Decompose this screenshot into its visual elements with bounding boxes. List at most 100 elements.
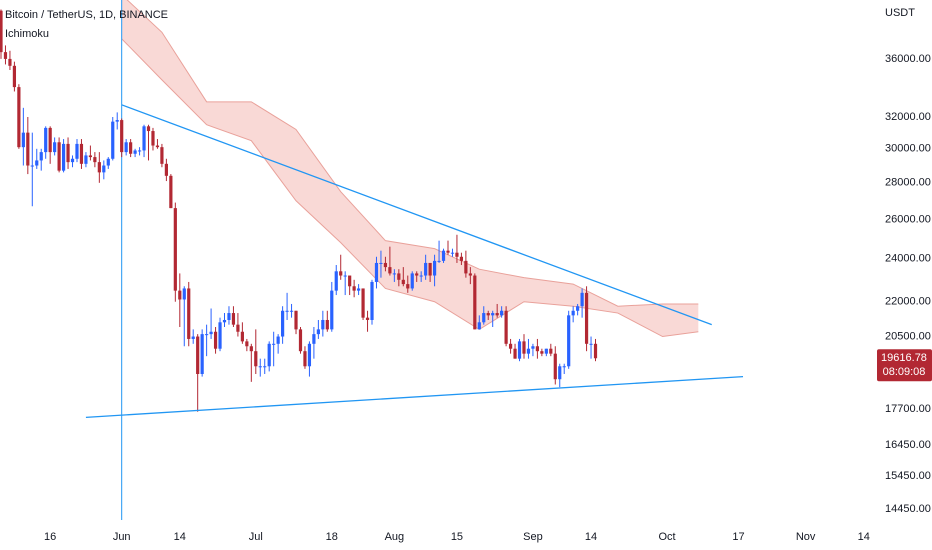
candle-body xyxy=(419,275,423,277)
last-price: 19616.78 xyxy=(881,352,927,364)
candle-body xyxy=(357,288,361,291)
candle-body xyxy=(209,331,213,335)
candle-body xyxy=(330,290,334,330)
candle-body xyxy=(222,319,227,323)
candle-body xyxy=(544,348,548,354)
x-tick-label: 14 xyxy=(858,531,870,543)
trendline xyxy=(85,375,744,419)
x-tick-label: Nov xyxy=(796,531,816,543)
candle-body xyxy=(289,310,294,312)
candle-body xyxy=(526,348,531,354)
candle-body xyxy=(164,163,168,176)
candle-body xyxy=(464,260,468,274)
cloud-span-a xyxy=(126,0,699,307)
candle-body xyxy=(455,252,459,257)
candle-body xyxy=(44,127,48,153)
y-tick-label: 22000.00 xyxy=(885,296,931,308)
candle-body xyxy=(334,271,338,291)
candle-body xyxy=(213,331,218,349)
candle-body xyxy=(500,310,504,316)
chart-title: Bitcoin / TetherUS, 1D, BINANCE xyxy=(5,9,168,21)
candle-body xyxy=(66,143,70,163)
candle-body xyxy=(93,157,97,163)
candle-body xyxy=(120,120,124,153)
candle-body xyxy=(160,147,164,164)
candle-body xyxy=(504,310,508,344)
candle-body xyxy=(316,329,320,335)
candle-body xyxy=(53,142,57,153)
y-tick-label: 30000.00 xyxy=(885,143,931,155)
candle-body xyxy=(111,121,115,159)
candle-body xyxy=(365,317,370,320)
y-tick-label: 32000.00 xyxy=(885,111,931,123)
x-tick-label: 18 xyxy=(326,531,338,543)
candle-body xyxy=(258,366,262,368)
candle-body xyxy=(558,366,562,380)
candle-body xyxy=(169,175,173,209)
candle-body xyxy=(178,290,182,300)
candle-body xyxy=(97,162,101,173)
candle-body xyxy=(115,120,119,122)
plot-area xyxy=(0,0,744,520)
candle-body xyxy=(142,126,146,151)
candle-body xyxy=(441,250,446,261)
x-tick-label: 15 xyxy=(451,531,463,543)
candle-body xyxy=(303,351,307,367)
candle-body xyxy=(517,341,522,359)
candle-body xyxy=(75,143,79,159)
candle-body xyxy=(17,87,21,148)
candle-body xyxy=(486,313,490,316)
candle-body xyxy=(513,348,517,359)
candle-body xyxy=(57,142,61,171)
candle-body xyxy=(254,351,258,367)
candle-body xyxy=(383,262,388,268)
candle-body xyxy=(339,271,343,276)
candle-body xyxy=(424,262,428,276)
indicator-name: Ichimoku xyxy=(5,28,49,40)
candle-body xyxy=(79,143,84,164)
candle-body xyxy=(325,319,329,330)
cloud-fill xyxy=(121,0,699,337)
candle-body xyxy=(137,150,142,152)
countdown: 08:09:08 xyxy=(883,366,926,378)
candle-body xyxy=(263,366,267,368)
candle-body xyxy=(151,131,155,146)
candle-body xyxy=(450,252,455,254)
candle-body xyxy=(267,343,271,367)
y-tick-label: 14450.00 xyxy=(885,503,931,515)
candle-body xyxy=(446,250,450,253)
candle-body xyxy=(374,262,379,282)
candle-body xyxy=(173,208,177,291)
candle-body xyxy=(146,126,151,132)
candle-body xyxy=(312,334,316,344)
candle-body xyxy=(477,322,481,330)
candle-body xyxy=(567,315,571,367)
candle-body xyxy=(584,292,589,344)
y-tick-label: 16450.00 xyxy=(885,439,931,451)
candle-body xyxy=(205,334,209,336)
candle-body xyxy=(231,313,236,325)
candle-body xyxy=(468,273,472,276)
y-tick-label: 36000.00 xyxy=(885,53,931,65)
candle-body xyxy=(285,310,289,312)
candle-body xyxy=(187,288,191,339)
candle-body xyxy=(3,52,8,59)
y-tick-label: 28000.00 xyxy=(885,177,931,189)
candle-body xyxy=(401,279,405,285)
candle-body xyxy=(352,286,356,291)
y-tick-label: 15450.00 xyxy=(885,470,931,482)
candle-body xyxy=(370,281,374,320)
candle-body xyxy=(589,343,593,345)
candle-body xyxy=(48,127,52,153)
cloud-span-b xyxy=(121,38,699,338)
y-tick-label: 17700.00 xyxy=(885,403,931,415)
candle-body xyxy=(343,275,347,277)
candle-body xyxy=(0,10,3,53)
candle-body xyxy=(459,256,464,261)
x-tick-label: Oct xyxy=(658,531,675,543)
x-tick-label: Jun xyxy=(113,531,131,543)
candle-body xyxy=(531,346,535,349)
candle-body xyxy=(236,324,240,332)
candle-body xyxy=(227,313,231,320)
